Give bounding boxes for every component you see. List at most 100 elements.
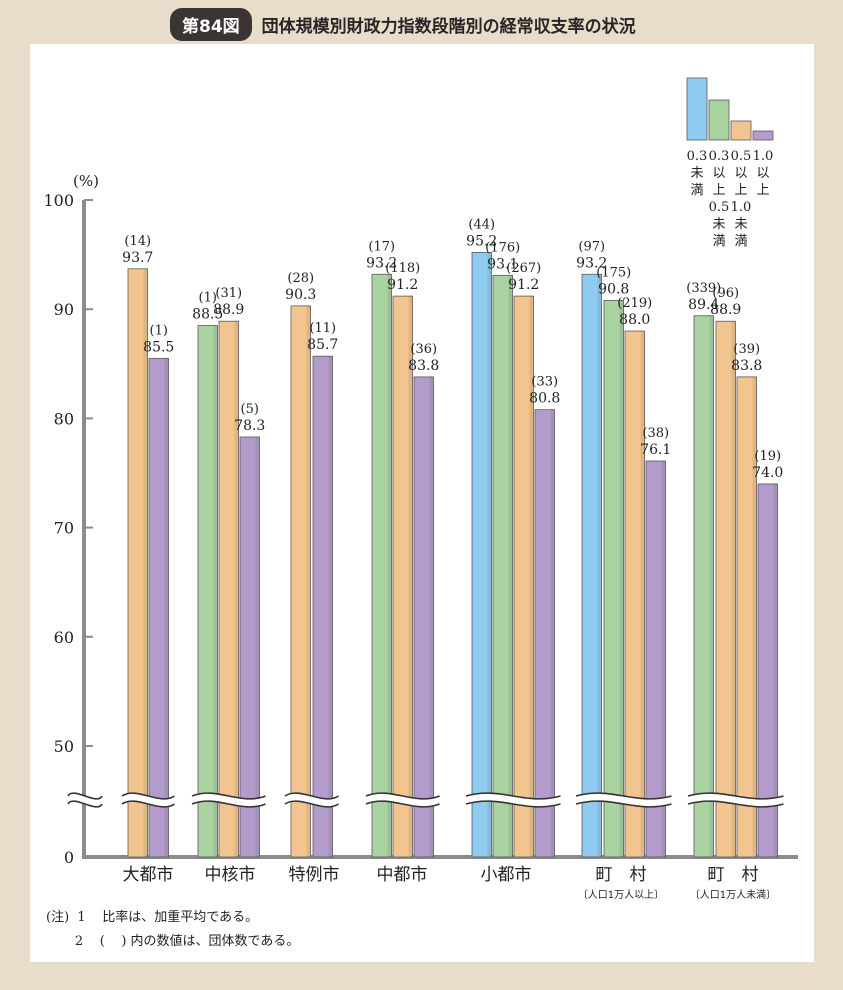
axis-break-mark-line-top xyxy=(67,792,103,800)
bar-shade xyxy=(487,252,492,857)
bar-shade xyxy=(164,358,169,857)
legend-swatch xyxy=(730,120,752,141)
group-break-mark-line-bottom xyxy=(191,800,266,808)
legend-label: 上 xyxy=(734,183,747,198)
bar-count-label: (219) xyxy=(617,296,652,311)
bar-count-label: (175) xyxy=(596,265,631,280)
bar-count-label: (17) xyxy=(368,239,395,254)
bar-count-label: (267) xyxy=(506,261,541,276)
group-break-mark-line-bottom xyxy=(284,800,339,808)
bar xyxy=(645,460,666,858)
note-line-2: 2 ( ) 内の数値は、団体数である。 xyxy=(46,934,300,949)
bar-value-label: 90.8 xyxy=(598,281,629,297)
axis-break-mark-fill xyxy=(68,793,102,807)
group-break-mark-fill xyxy=(688,793,784,807)
bar-value-label: 91.2 xyxy=(387,277,418,293)
bar-count-label: (176) xyxy=(485,240,520,255)
bar xyxy=(371,273,392,858)
bar xyxy=(513,295,534,858)
group-break-mark-line-bottom xyxy=(465,800,561,808)
bar xyxy=(392,295,413,858)
bar-count-label: (14) xyxy=(124,234,151,249)
bar xyxy=(312,355,333,858)
group-break-mark-fill xyxy=(576,793,672,807)
bar-count-label: (39) xyxy=(733,342,760,357)
bar-shade xyxy=(143,268,148,857)
bar xyxy=(693,315,714,858)
bar-count-label: (96) xyxy=(712,286,739,301)
bar xyxy=(413,376,434,858)
legend-label: 0.5 xyxy=(709,200,730,215)
bar-count-label: (38) xyxy=(642,426,669,441)
bar-value-label: 88.9 xyxy=(213,302,244,318)
bar xyxy=(239,436,260,858)
bar-count-label: (36) xyxy=(410,342,437,357)
bar-count-label: (1) xyxy=(199,291,217,306)
bar-value-label: 93.2 xyxy=(576,255,607,271)
category-sublabel: 〔人口1万人以上〕 xyxy=(578,889,664,901)
legend-label: 満 xyxy=(712,234,725,249)
bar-count-label: (11) xyxy=(309,321,336,336)
bar-count-label: (1) xyxy=(150,323,168,338)
group-break-mark-fill xyxy=(122,793,175,807)
y-axis-unit-label: (%) xyxy=(73,172,99,190)
category-label: 中核市 xyxy=(205,865,256,885)
legend-label: 0.3 xyxy=(709,149,730,164)
bar-value-label: 83.8 xyxy=(731,358,762,374)
legend-label: 0.5 xyxy=(731,149,752,164)
bar-count-label: (33) xyxy=(531,375,558,390)
group-break-mark-fill xyxy=(366,793,440,807)
y-tick-label: 60 xyxy=(54,628,74,647)
bar-value-label: 85.5 xyxy=(143,339,174,355)
legend-label: 以 xyxy=(712,166,725,181)
bar-value-label: 88.9 xyxy=(710,302,741,318)
bar-shade xyxy=(387,274,392,858)
bar-value-label: 91.2 xyxy=(508,277,539,293)
bar-shade xyxy=(213,325,218,858)
bar xyxy=(290,305,311,858)
bar-shade xyxy=(731,321,736,857)
bar xyxy=(715,320,736,858)
group-break-mark-line-top xyxy=(284,792,339,800)
group-break-mark-line-top xyxy=(687,792,784,800)
figure-header: 第84図 団体規模別財政力指数段階別の経常収支率の状況 xyxy=(0,0,843,48)
bar-value-label: 85.7 xyxy=(307,337,338,353)
bar xyxy=(624,330,645,858)
bar-shade xyxy=(550,409,555,857)
group-break-mark-line-top xyxy=(575,792,672,800)
group-break-mark-fill xyxy=(285,793,339,807)
bar-shade xyxy=(234,321,239,857)
group-break-mark-line-bottom xyxy=(121,800,175,808)
group-break-mark-line-top xyxy=(121,792,175,800)
bar-shade xyxy=(255,436,260,857)
bar xyxy=(736,376,757,858)
bar xyxy=(148,357,169,858)
category-label: 特例市 xyxy=(289,865,340,885)
legend-label: 満 xyxy=(690,183,703,198)
bar-value-label: 90.3 xyxy=(285,287,316,303)
bar-count-label: (5) xyxy=(241,402,259,417)
bar-shade xyxy=(752,376,757,857)
y-tick-label: 50 xyxy=(54,737,74,756)
group-break-mark-line-bottom xyxy=(365,800,440,808)
legend-label: 未 xyxy=(690,166,703,181)
legend-label: 上 xyxy=(712,183,725,198)
bar-shade xyxy=(709,315,714,857)
y-tick-label: 0 xyxy=(64,848,74,867)
bar-shade xyxy=(508,275,513,857)
group-break-mark-line-top xyxy=(465,792,561,800)
group-break-mark-line-top xyxy=(365,792,440,800)
bar-shade xyxy=(640,331,645,857)
category-sublabel: 〔人口1万人未満〕 xyxy=(690,889,776,901)
group-break-mark-fill xyxy=(466,793,561,807)
bar-shade xyxy=(429,376,434,857)
bar-shade xyxy=(306,305,311,857)
bar-value-label: 80.8 xyxy=(529,391,560,407)
legend-label: 未 xyxy=(734,217,747,232)
legend-label: 0.3 xyxy=(687,149,708,164)
bar-value-label: 93.1 xyxy=(487,256,518,272)
bar-value-label: 93.7 xyxy=(122,250,153,266)
bar-count-label: (44) xyxy=(468,217,495,232)
bar-value-label: 78.3 xyxy=(234,418,265,434)
